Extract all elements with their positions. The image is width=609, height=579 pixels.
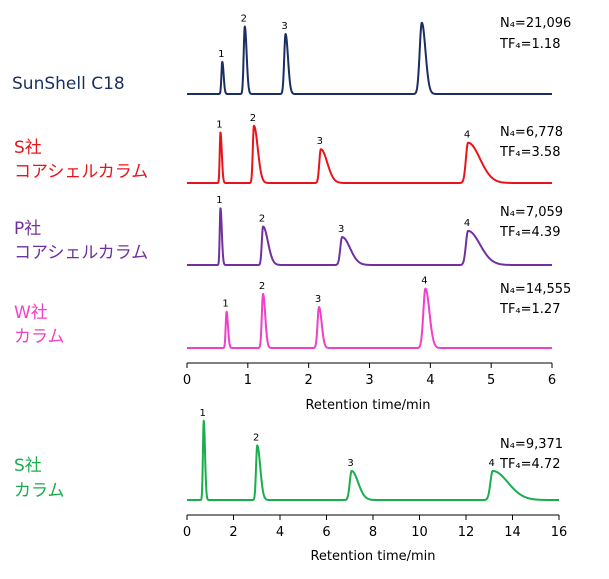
trace-line-1-0: [186, 419, 560, 501]
stat-n-s-core: N₄=6,778: [500, 125, 563, 140]
stat-tf-s-column: TF₄=4.72: [499, 457, 560, 472]
trace-label-p-core-line1: P社: [14, 219, 41, 239]
trace-label-s-column-line2: カラム: [14, 481, 65, 501]
peak-label-0-1-3: 4: [464, 130, 470, 141]
stat-n-p-core: N₄=7,059: [500, 205, 563, 220]
peak-label-0-1-1: 2: [250, 113, 256, 124]
x-tick-label-0-3: 3: [365, 373, 373, 388]
bottom-x-axis-title: Retention time/min: [310, 549, 435, 564]
top-plot-traces: 1 2 3 1 2 3 4 1 2 3 4 1 2 3 4: [186, 14, 553, 349]
trace-line-0-2: [186, 207, 553, 266]
x-tick-label-0-2: 2: [305, 373, 313, 388]
trace-line-0-3: [186, 287, 553, 349]
peak-label-1-0-1: 2: [253, 432, 259, 443]
peak-label-0-3-1: 2: [259, 281, 265, 292]
peak-label-0-2-2: 3: [338, 224, 344, 235]
x-tick-label-0-4: 4: [426, 373, 434, 388]
peak-label-0-1-0: 1: [216, 119, 222, 130]
x-tick-label-1-6: 12: [458, 525, 475, 540]
trace-label-sunshell: SunShell C18: [12, 74, 125, 94]
x-tick-label-0-1: 1: [244, 373, 252, 388]
peak-label-0-3-2: 3: [315, 294, 321, 305]
x-tick-label-1-5: 10: [411, 525, 428, 540]
stat-tf-sunshell: TF₄=1.18: [499, 37, 560, 52]
stat-tf-s-core: TF₄=3.58: [499, 145, 560, 160]
x-tick-label-1-4: 8: [369, 525, 377, 540]
x-tick-label-0-5: 5: [487, 373, 495, 388]
peak-label-1-0-2: 3: [347, 458, 353, 469]
trace-line-0-0: [186, 21, 553, 95]
peak-label-0-0-2: 3: [281, 21, 287, 32]
trace-label-s-column-line1: S社: [14, 456, 42, 476]
x-tick-label-1-0: 0: [183, 525, 191, 540]
stat-n-sunshell: N₄=21,096: [500, 16, 571, 31]
peak-label-0-0-0: 1: [218, 49, 224, 60]
stat-n-w-column: N₄=14,555: [500, 282, 571, 297]
peak-label-0-1-2: 3: [317, 136, 323, 147]
bottom-plot-x-axis: 0 2 4 6 8 10 12 14 16: [183, 514, 568, 540]
x-tick-label-1-3: 6: [322, 525, 330, 540]
x-tick-label-1-1: 2: [229, 525, 237, 540]
peak-label-0-3-3: 4: [421, 276, 427, 287]
bottom-plot-traces: 1 2 3 4: [186, 408, 560, 501]
top-x-axis-title: Retention time/min: [305, 398, 430, 413]
trace-line-0-1: [186, 124, 553, 184]
peak-label-0-2-0: 1: [216, 195, 222, 206]
trace-label-s-core-line1: S社: [14, 138, 42, 158]
trace-label-w-column-line1: W社: [14, 303, 48, 323]
x-tick-label-0-0: 0: [183, 373, 191, 388]
stat-n-s-column: N₄=9,371: [500, 437, 563, 452]
stat-tf-p-core: TF₄=4.39: [499, 225, 560, 240]
x-tick-label-0-6: 6: [548, 373, 556, 388]
x-tick-label-1-8: 16: [551, 525, 568, 540]
trace-label-w-column-line2: カラム: [14, 327, 65, 347]
stat-tf-w-column: TF₄=1.27: [499, 302, 560, 317]
peak-label-0-2-3: 4: [464, 218, 470, 229]
x-tick-label-1-7: 14: [504, 525, 521, 540]
peak-label-1-0-3: 4: [489, 458, 495, 469]
trace-label-s-core-line2: コアシェルカラム: [14, 162, 148, 182]
peak-label-1-0-0: 1: [200, 408, 206, 419]
peak-label-0-2-1: 2: [259, 214, 265, 225]
peak-label-0-0-1: 2: [241, 14, 247, 25]
peak-label-0-3-0: 1: [222, 299, 228, 310]
x-tick-label-1-2: 4: [276, 525, 284, 540]
top-plot-x-axis: 0 1 2 3 4 5 6: [183, 362, 556, 388]
trace-label-p-core-line2: コアシェルカラム: [14, 243, 148, 263]
